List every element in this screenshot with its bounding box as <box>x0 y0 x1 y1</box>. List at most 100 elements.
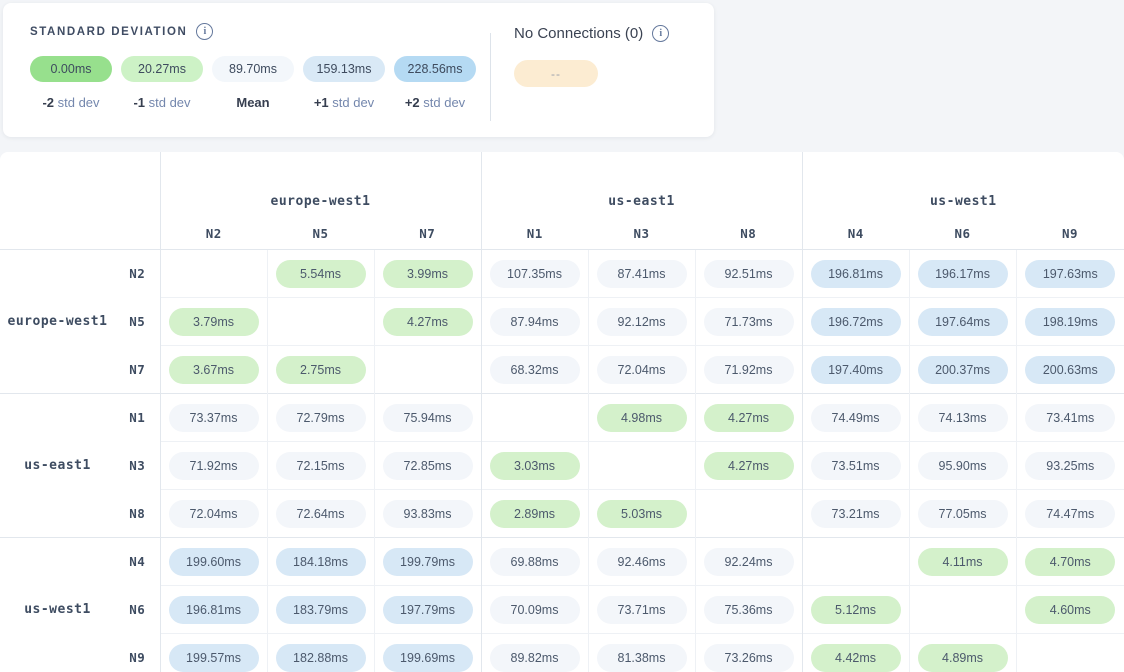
latency-pill: 3.03ms <box>489 451 580 480</box>
latency-cell[interactable]: 89.82ms <box>480 633 588 672</box>
node-row-label-N8: N8 <box>129 505 146 521</box>
latency-cell[interactable]: 95.90ms <box>908 441 1017 490</box>
latency-cell[interactable]: 184.18ms <box>266 537 374 586</box>
latency-cell[interactable]: 5.12ms <box>801 585 910 634</box>
latency-cell[interactable]: 92.12ms <box>587 297 695 346</box>
latency-cell[interactable]: 3.99ms <box>373 249 481 298</box>
latency-cell[interactable]: 4.89ms <box>908 633 1017 672</box>
latency-cell[interactable]: 73.41ms <box>1015 393 1124 442</box>
latency-cell[interactable]: 3.79ms <box>159 297 267 346</box>
latency-cell[interactable]: 199.79ms <box>373 537 481 586</box>
latency-cell[interactable]: 74.47ms <box>1015 489 1124 538</box>
latency-cell[interactable]: 4.27ms <box>373 297 481 346</box>
latency-cell[interactable]: 197.64ms <box>908 297 1017 346</box>
latency-cell[interactable]: 2.89ms <box>480 489 588 538</box>
latency-cell[interactable]: 73.51ms <box>801 441 910 490</box>
latency-cell[interactable]: 197.79ms <box>373 585 481 634</box>
node-row-label-N1: N1 <box>115 393 160 442</box>
latency-cell[interactable]: 72.79ms <box>266 393 374 442</box>
latency-pill: 73.51ms <box>810 451 901 480</box>
latency-cell[interactable] <box>1015 633 1124 672</box>
latency-cell[interactable]: 72.04ms <box>159 489 267 538</box>
info-icon[interactable]: i <box>196 23 214 40</box>
latency-cell[interactable]: 196.81ms <box>159 585 267 634</box>
latency-cell[interactable]: 4.27ms <box>694 393 803 442</box>
latency-cell[interactable]: 5.03ms <box>587 489 695 538</box>
info-icon[interactable]: i <box>652 25 670 42</box>
latency-cell[interactable]: 199.60ms <box>159 537 267 586</box>
latency-cell[interactable]: 72.04ms <box>587 345 695 394</box>
latency-cell[interactable]: 197.40ms <box>801 345 910 394</box>
latency-cell[interactable]: 4.11ms <box>908 537 1017 586</box>
latency-cell[interactable]: 75.36ms <box>694 585 803 634</box>
latency-cell[interactable]: 2.75ms <box>266 345 374 394</box>
legend-pill-mean: 89.70ms <box>212 56 294 82</box>
latency-cell[interactable]: 183.79ms <box>266 585 374 634</box>
latency-cell[interactable]: 81.38ms <box>587 633 695 672</box>
latency-cell[interactable] <box>266 297 374 346</box>
latency-cell[interactable]: 87.41ms <box>587 249 695 298</box>
no-connections-pill: -- <box>514 60 598 87</box>
region-row-label-us-west1: us-west1 <box>0 537 115 672</box>
latency-cell[interactable]: 71.73ms <box>694 297 803 346</box>
latency-cell[interactable]: 107.35ms <box>480 249 588 298</box>
latency-cell[interactable]: 197.63ms <box>1015 249 1124 298</box>
latency-cell[interactable] <box>373 345 481 394</box>
latency-cell[interactable]: 196.72ms <box>801 297 910 346</box>
latency-cell[interactable]: 200.37ms <box>908 345 1017 394</box>
latency-cell[interactable]: 71.92ms <box>159 441 267 490</box>
latency-cell[interactable]: 71.92ms <box>694 345 803 394</box>
latency-cell[interactable]: 92.51ms <box>694 249 803 298</box>
latency-cell[interactable]: 74.13ms <box>908 393 1017 442</box>
latency-cell[interactable]: 92.24ms <box>694 537 803 586</box>
latency-cell[interactable]: 199.69ms <box>373 633 481 672</box>
latency-cell[interactable]: 182.88ms <box>266 633 374 672</box>
latency-cell[interactable] <box>694 489 803 538</box>
latency-cell[interactable]: 72.85ms <box>373 441 481 490</box>
latency-cell[interactable] <box>480 393 588 442</box>
latency-cell[interactable]: 93.83ms <box>373 489 481 538</box>
latency-cell[interactable] <box>159 249 267 298</box>
latency-cell[interactable]: 4.98ms <box>587 393 695 442</box>
region-row-label-us-east1: us-east1 <box>0 393 115 538</box>
latency-cell[interactable]: 72.64ms <box>266 489 374 538</box>
latency-cell[interactable]: 77.05ms <box>908 489 1017 538</box>
latency-cell[interactable]: 3.03ms <box>480 441 588 490</box>
latency-pill: 69.88ms <box>489 547 580 576</box>
latency-cell[interactable] <box>801 537 910 586</box>
legend-pill-row: 0.00ms 20.27ms 89.70ms 159.13ms 228.56ms <box>30 56 476 82</box>
latency-cell[interactable]: 73.21ms <box>801 489 910 538</box>
latency-pill: 75.36ms <box>703 595 794 624</box>
latency-pill: 4.27ms <box>703 403 794 432</box>
latency-pill: 72.64ms <box>275 499 366 528</box>
latency-cell[interactable]: 73.26ms <box>694 633 803 672</box>
latency-cell[interactable]: 3.67ms <box>159 345 267 394</box>
node-row-label-N9: N9 <box>129 649 146 665</box>
latency-cell[interactable]: 73.71ms <box>587 585 695 634</box>
latency-cell[interactable]: 87.94ms <box>480 297 588 346</box>
latency-cell[interactable]: 70.09ms <box>480 585 588 634</box>
latency-cell[interactable]: 4.60ms <box>1015 585 1124 634</box>
latency-cell[interactable]: 200.63ms <box>1015 345 1124 394</box>
latency-cell[interactable]: 68.32ms <box>480 345 588 394</box>
latency-cell[interactable]: 199.57ms <box>159 633 267 672</box>
node-column-header-N3: N3 <box>588 218 695 250</box>
latency-cell[interactable]: 73.37ms <box>159 393 267 442</box>
latency-cell[interactable]: 75.94ms <box>373 393 481 442</box>
latency-pill: 196.72ms <box>810 307 901 336</box>
latency-cell[interactable]: 74.49ms <box>801 393 910 442</box>
latency-cell[interactable]: 198.19ms <box>1015 297 1124 346</box>
latency-cell[interactable]: 196.81ms <box>801 249 910 298</box>
latency-cell[interactable]: 69.88ms <box>480 537 588 586</box>
latency-cell[interactable]: 4.70ms <box>1015 537 1124 586</box>
latency-cell[interactable]: 196.17ms <box>908 249 1017 298</box>
latency-cell[interactable]: 5.54ms <box>266 249 374 298</box>
latency-pill: 198.19ms <box>1025 307 1116 336</box>
latency-cell[interactable]: 72.15ms <box>266 441 374 490</box>
latency-cell[interactable]: 92.46ms <box>587 537 695 586</box>
latency-cell[interactable] <box>908 585 1017 634</box>
latency-cell[interactable]: 4.27ms <box>694 441 803 490</box>
latency-cell[interactable]: 4.42ms <box>801 633 910 672</box>
latency-cell[interactable] <box>587 441 695 490</box>
latency-cell[interactable]: 93.25ms <box>1015 441 1124 490</box>
